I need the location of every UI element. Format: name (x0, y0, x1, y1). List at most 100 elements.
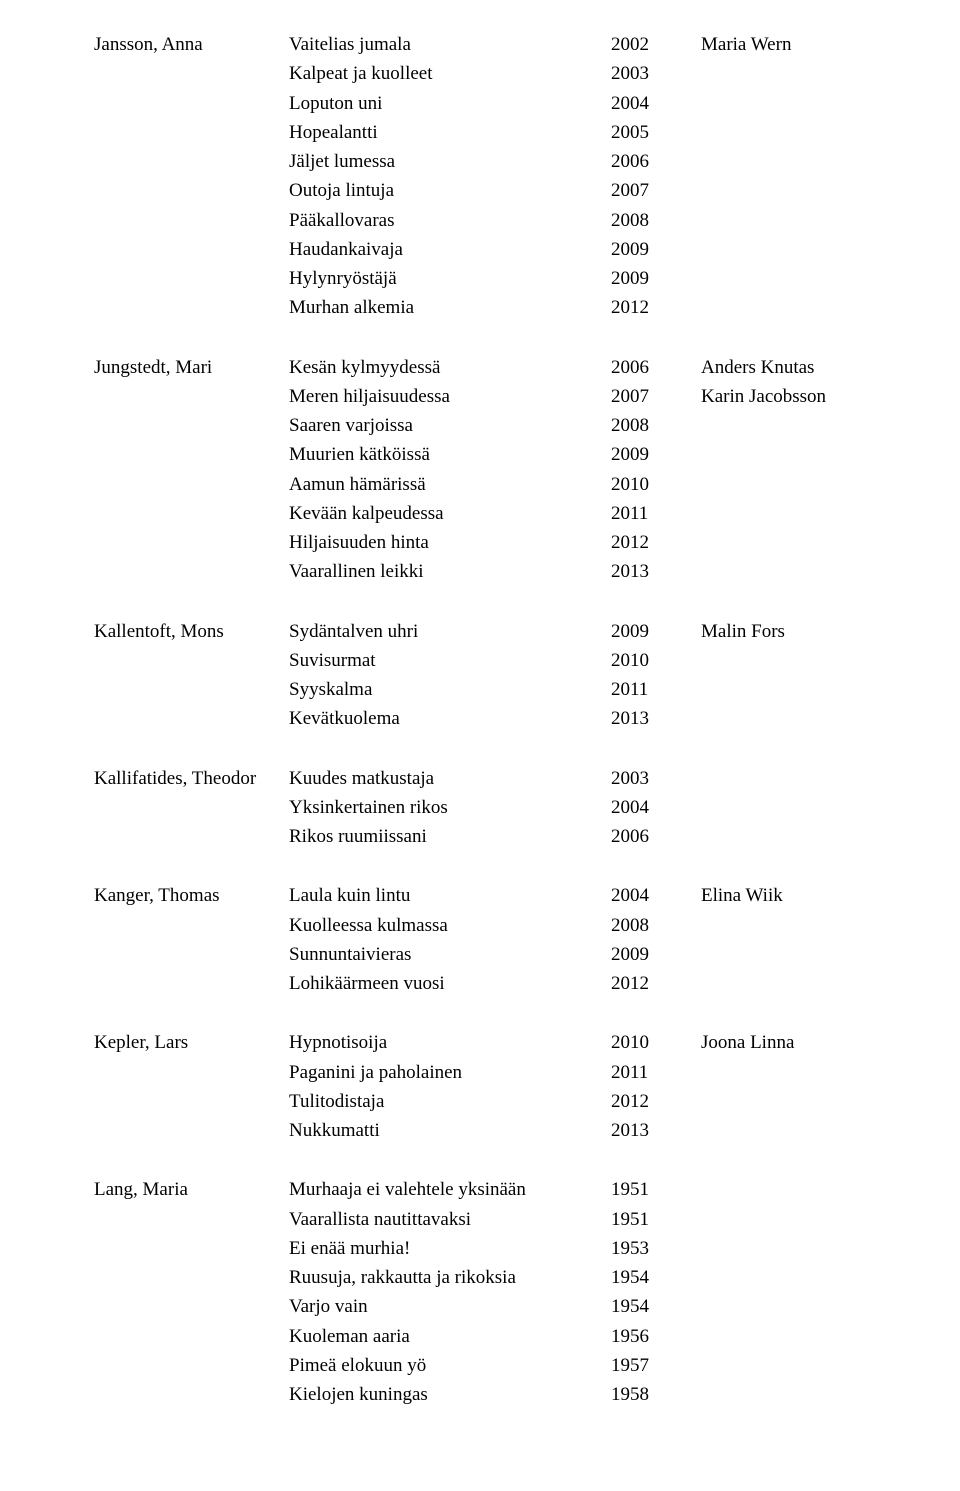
title-cell: Meren hiljaisuudessa (289, 382, 611, 411)
author-cell (94, 969, 289, 998)
title-column: Kuudes matkustajaYksinkertainen rikosRik… (289, 764, 611, 852)
note-cell (701, 1058, 866, 1087)
title-cell: Hylynryöstäjä (289, 264, 611, 293)
author-cell: Kepler, Lars (94, 1028, 289, 1057)
year-cell: 1954 (611, 1292, 701, 1321)
note-cell (701, 1351, 866, 1380)
year-cell: 2013 (611, 704, 701, 733)
year-cell: 2005 (611, 118, 701, 147)
note-column: Elina Wiik (701, 881, 866, 998)
author-cell (94, 118, 289, 147)
year-cell: 2009 (611, 440, 701, 469)
note-cell (701, 147, 866, 176)
title-cell: Kuolleessa kulmassa (289, 911, 611, 940)
note-column (701, 764, 866, 852)
author-cell (94, 675, 289, 704)
note-cell: Maria Wern (701, 30, 866, 59)
note-cell (701, 646, 866, 675)
author-block: Kallifatides, Theodor Kuudes matkustajaY… (94, 764, 866, 852)
year-cell: 1956 (611, 1322, 701, 1351)
title-cell: Murhaaja ei valehtele yksinään (289, 1175, 611, 1204)
year-column: 2004200820092012 (611, 881, 701, 998)
year-cell: 2006 (611, 147, 701, 176)
year-cell: 2009 (611, 617, 701, 646)
note-cell (701, 1175, 866, 1204)
title-column: Murhaaja ei valehtele yksinäänVaarallist… (289, 1175, 611, 1409)
year-cell: 1951 (611, 1175, 701, 1204)
author-cell (94, 499, 289, 528)
title-cell: Varjo vain (289, 1292, 611, 1321)
year-cell: 2009 (611, 940, 701, 969)
author-cell (94, 528, 289, 557)
title-cell: Vaarallinen leikki (289, 557, 611, 586)
title-cell: Ei enää murhia! (289, 1234, 611, 1263)
year-cell: 2007 (611, 382, 701, 411)
author-cell (94, 1380, 289, 1409)
author-column: Kallifatides, Theodor (94, 764, 289, 852)
year-cell: 2012 (611, 1087, 701, 1116)
note-cell (701, 969, 866, 998)
author-block: Jansson, Anna Vaitelias jumalaKalpeat ja… (94, 30, 866, 323)
year-cell: 2010 (611, 1028, 701, 1057)
author-block: Kepler, Lars HypnotisoijaPaganini ja pah… (94, 1028, 866, 1145)
author-cell (94, 89, 289, 118)
author-cell: Lang, Maria (94, 1175, 289, 1204)
title-cell: Outoja lintuja (289, 176, 611, 205)
note-cell (701, 440, 866, 469)
note-cell (701, 911, 866, 940)
title-cell: Pimeä elokuun yö (289, 1351, 611, 1380)
title-cell: Kuudes matkustaja (289, 764, 611, 793)
author-column: Jungstedt, Mari (94, 353, 289, 587)
year-cell: 2004 (611, 89, 701, 118)
note-cell (701, 499, 866, 528)
title-cell: Syyskalma (289, 675, 611, 704)
note-cell (701, 675, 866, 704)
year-cell: 2012 (611, 293, 701, 322)
author-cell (94, 704, 289, 733)
title-cell: Sunnuntaivieras (289, 940, 611, 969)
note-column: Anders KnutasKarin Jacobsson (701, 353, 866, 587)
title-cell: Kielojen kuningas (289, 1380, 611, 1409)
year-column: 200320042006 (611, 764, 701, 852)
author-block: Jungstedt, Mari Kesän kylmyydessäMeren h… (94, 353, 866, 587)
title-column: Laula kuin lintuKuolleessa kulmassaSunnu… (289, 881, 611, 998)
year-cell: 2004 (611, 881, 701, 910)
year-cell: 2003 (611, 59, 701, 88)
year-cell: 1951 (611, 1205, 701, 1234)
year-cell: 2009 (611, 264, 701, 293)
author-block: Kallentoft, Mons Sydäntalven uhriSuvisur… (94, 617, 866, 734)
note-cell (701, 1263, 866, 1292)
author-column: Kanger, Thomas (94, 881, 289, 998)
title-cell: Kesän kylmyydessä (289, 353, 611, 382)
title-cell: Haudankaivaja (289, 235, 611, 264)
note-cell (701, 764, 866, 793)
title-cell: Kevätkuolema (289, 704, 611, 733)
note-cell (701, 1205, 866, 1234)
note-cell (701, 59, 866, 88)
title-cell: Kevään kalpeudessa (289, 499, 611, 528)
author-block: Lang, Maria Murhaaja ei valehtele yksinä… (94, 1175, 866, 1409)
year-cell: 2009 (611, 235, 701, 264)
note-cell (701, 235, 866, 264)
note-cell (701, 1292, 866, 1321)
author-cell (94, 411, 289, 440)
year-cell: 2010 (611, 646, 701, 675)
title-cell: Tulitodistaja (289, 1087, 611, 1116)
title-cell: Lohikäärmeen vuosi (289, 969, 611, 998)
author-cell (94, 1263, 289, 1292)
title-cell: Yksinkertainen rikos (289, 793, 611, 822)
year-cell: 2012 (611, 528, 701, 557)
author-cell (94, 1234, 289, 1263)
title-cell: Nukkumatti (289, 1116, 611, 1145)
page: Jansson, Anna Vaitelias jumalaKalpeat ja… (0, 0, 960, 1491)
year-cell: 2013 (611, 557, 701, 586)
year-cell: 1957 (611, 1351, 701, 1380)
author-column: Kallentoft, Mons (94, 617, 289, 734)
title-cell: Hypnotisoija (289, 1028, 611, 1057)
year-cell: 1953 (611, 1234, 701, 1263)
note-cell (701, 940, 866, 969)
title-cell: Pääkallovaras (289, 206, 611, 235)
author-cell (94, 1351, 289, 1380)
author-cell: Kallifatides, Theodor (94, 764, 289, 793)
note-column (701, 1175, 866, 1409)
